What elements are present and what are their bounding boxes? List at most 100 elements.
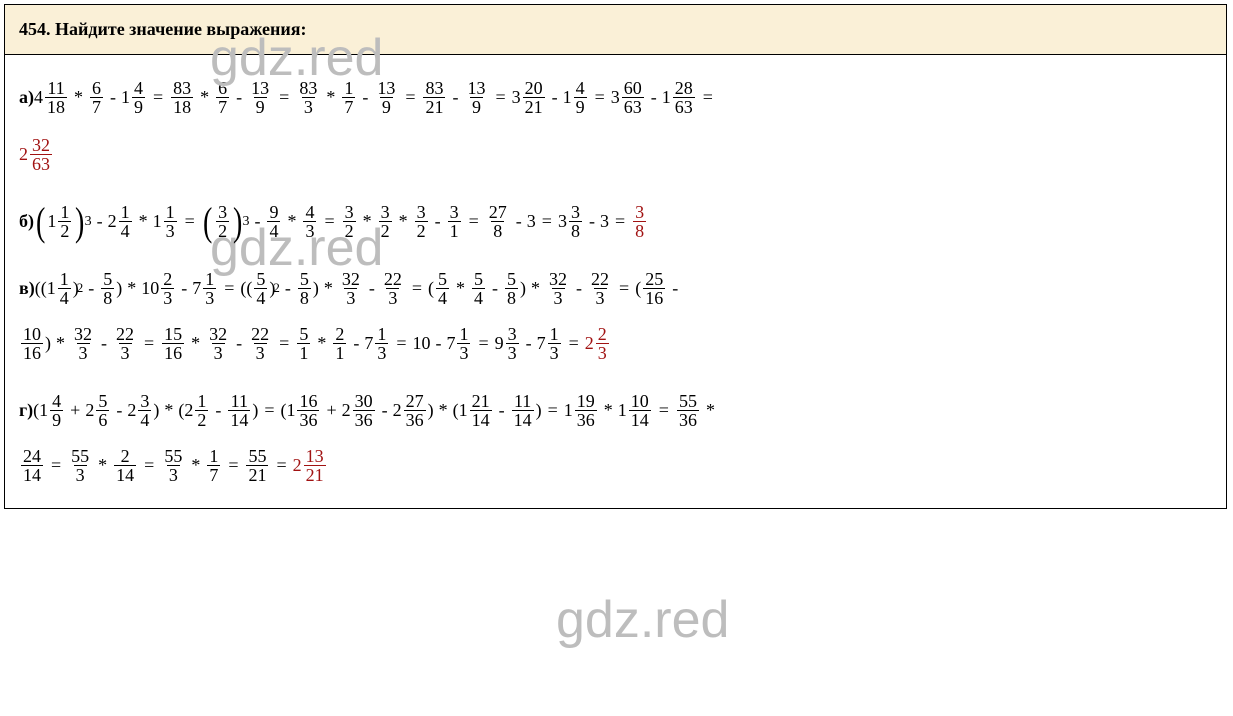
mixed-number: 234: [127, 392, 153, 429]
fraction: 1016: [21, 325, 43, 362]
fraction: 38: [633, 203, 646, 240]
operator: -: [547, 88, 563, 108]
fraction: 1014: [629, 392, 651, 429]
mixed-number: 933: [495, 325, 521, 362]
fraction: 2021: [523, 79, 545, 116]
fraction: 32: [343, 203, 356, 240]
fraction: 58: [101, 270, 114, 307]
fraction: 214: [114, 447, 136, 484]
fraction: 278: [487, 203, 509, 240]
equals: =: [406, 279, 428, 299]
fraction: 23: [596, 325, 609, 362]
operator: +: [321, 401, 341, 421]
mixed-number: 713: [537, 325, 563, 362]
equals: =: [218, 279, 240, 299]
operator: *: [526, 279, 545, 299]
fraction: 833: [297, 79, 319, 116]
document-frame: 454. Найдите значение выражения: а) 4111…: [4, 4, 1227, 509]
text: (: [635, 279, 641, 299]
operator: *: [321, 88, 340, 108]
operator: -: [667, 279, 683, 299]
operator: *: [451, 279, 470, 299]
operator: -: [249, 212, 265, 232]
fraction: 8321: [423, 79, 445, 116]
text: 10: [412, 334, 430, 354]
operator: -: [487, 279, 503, 299]
text: ((: [240, 279, 252, 299]
watermark: gdz.red: [556, 590, 729, 650]
fraction: 139: [375, 79, 397, 116]
fraction: 5536: [677, 392, 699, 429]
operator: -: [377, 401, 393, 421]
equals: =: [399, 88, 421, 108]
equals: =: [697, 88, 719, 108]
exponent: 3: [242, 214, 249, 229]
mixed-number: 713: [192, 270, 218, 307]
fraction: 223: [249, 325, 271, 362]
equals: =: [273, 88, 295, 108]
equals: =: [390, 334, 412, 354]
mixed-number: 223: [585, 325, 611, 362]
mixed-number: 214: [108, 203, 134, 240]
operator: *: [312, 334, 331, 354]
fraction: 1636: [297, 392, 319, 429]
fraction: 2114: [470, 392, 492, 429]
mixed-number: 713: [364, 325, 390, 362]
fraction: 5521: [246, 447, 268, 484]
problem-title: Найдите значение выражения:: [55, 19, 307, 39]
fraction: 2736: [404, 392, 426, 429]
text: 3: [600, 212, 609, 232]
exponent: 3: [85, 214, 92, 229]
fraction: 51: [297, 325, 310, 362]
fraction: 323: [340, 270, 362, 307]
mixed-number: 256: [85, 392, 111, 429]
fraction: 21: [333, 325, 346, 362]
equals: =: [270, 456, 292, 476]
equals: =: [536, 212, 558, 232]
problem-header: 454. Найдите значение выражения:: [5, 5, 1226, 55]
equals: =: [472, 334, 494, 354]
mixed-number: 113: [153, 203, 179, 240]
fraction: 38: [569, 203, 582, 240]
fraction: 14: [58, 270, 71, 307]
item-label: б): [19, 212, 34, 232]
fraction: 2863: [673, 79, 695, 116]
mixed-number: 12863: [662, 79, 697, 116]
fraction: 1114: [228, 392, 250, 429]
text: ((1: [35, 279, 56, 299]
equals: =: [318, 212, 340, 232]
mixed-number: 12114: [459, 392, 494, 429]
mixed-number: 21321: [293, 447, 328, 484]
problem-c: в) ((114)2-58)*1023-713=((54)2-58)*323-2…: [19, 270, 1212, 362]
fraction: 43: [303, 203, 316, 240]
problem-d: г) (149+256-234)*(212-1114)=(11636+23036…: [19, 392, 1212, 484]
operator: -: [430, 212, 446, 232]
fraction: 13: [375, 325, 388, 362]
operator: *: [69, 88, 88, 108]
fraction: 49: [574, 79, 587, 116]
operator: -: [430, 334, 446, 354]
equals: =: [222, 456, 244, 476]
operator: -: [176, 279, 192, 299]
fraction: 12: [58, 203, 71, 240]
fraction: 1516: [162, 325, 184, 362]
fraction: 139: [465, 79, 487, 116]
fraction: 2414: [21, 447, 43, 484]
mixed-number: 36063: [611, 79, 646, 116]
operator: +: [65, 401, 85, 421]
item-label: г): [19, 401, 33, 421]
operator: *: [599, 401, 618, 421]
problem-body: а) 41118*67-149=8318*67-139=833*17-139=8…: [5, 55, 1226, 508]
left-paren: (: [34, 206, 47, 238]
mixed-number: 11936: [564, 392, 599, 429]
operator: -: [646, 88, 662, 108]
equals: =: [542, 401, 564, 421]
operator: -: [280, 279, 296, 299]
equals: =: [653, 401, 675, 421]
text: 3: [527, 212, 536, 232]
fraction: 1118: [45, 79, 67, 116]
equals: =: [609, 212, 631, 232]
equals: =: [489, 88, 511, 108]
operator: -: [96, 334, 112, 354]
equals: =: [613, 279, 635, 299]
